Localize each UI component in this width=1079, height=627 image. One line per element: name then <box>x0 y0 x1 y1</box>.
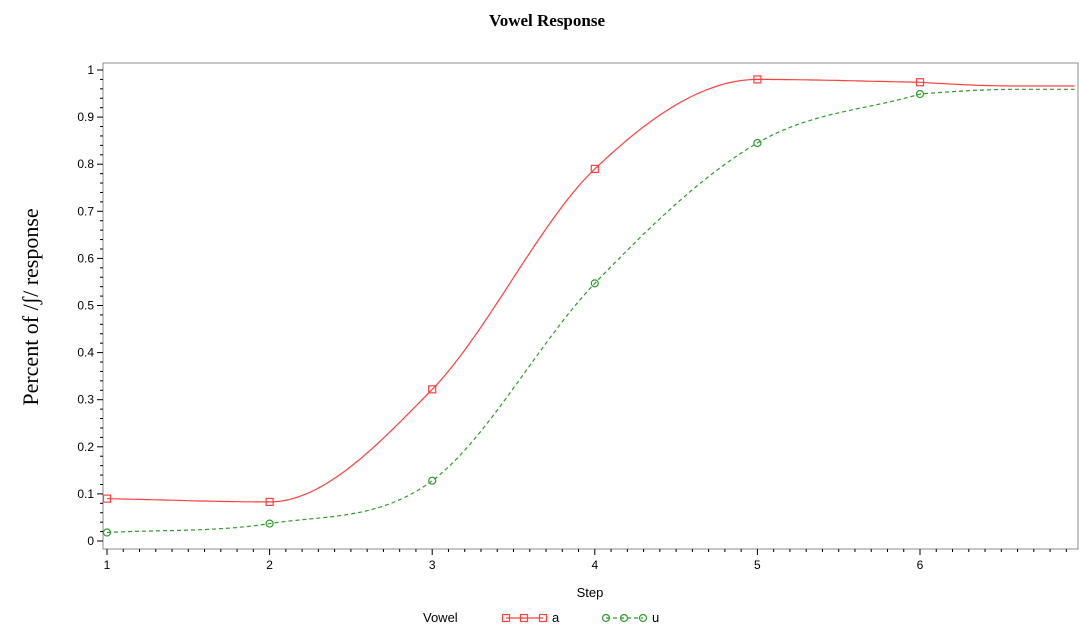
data-point-a <box>428 385 437 394</box>
legend-label: u <box>652 610 659 625</box>
x-tick-label: 4 <box>591 558 598 572</box>
y-tick-label: 0.7 <box>77 204 94 218</box>
series-line-a <box>106 78 1075 503</box>
legend-marker <box>619 613 629 623</box>
x-tick-label: 2 <box>266 558 273 572</box>
y-axis: 0 0.1 0.2 0.3 0.4 0.5 0.6 0.7 0.8 0.9 1 <box>77 63 103 548</box>
legend-entry-u: u <box>601 610 659 625</box>
data-point-u <box>753 138 762 148</box>
series-line-u <box>106 88 1075 534</box>
x-tick-label: 5 <box>754 558 761 572</box>
x-tick-label: 1 <box>104 558 111 572</box>
x-tick-label: 3 <box>429 558 436 572</box>
y-tick-label: 0.4 <box>77 346 94 360</box>
x-axis-label: Step <box>577 585 604 600</box>
legend-label: a <box>552 610 560 625</box>
y-tick-label: 0.2 <box>77 440 94 454</box>
data-point-u <box>265 519 274 528</box>
data-point-a <box>265 497 274 507</box>
y-axis-label: Percent of /ʃ/ response <box>18 208 43 405</box>
legend-marker <box>601 613 611 623</box>
y-tick-label: 0.8 <box>77 157 94 171</box>
plot-area-border <box>102 62 1079 550</box>
legend-title: Vowel <box>423 610 458 625</box>
plot-frame <box>102 62 1079 550</box>
data-point-a <box>753 75 762 84</box>
data-point-u <box>102 528 112 537</box>
legend-marker <box>538 613 548 623</box>
data-point-u <box>915 89 925 99</box>
y-tick-label: 0.1 <box>77 487 94 501</box>
series-layer <box>102 75 1075 537</box>
legend-marker <box>501 613 511 623</box>
data-point-u <box>590 279 599 288</box>
data-point-u <box>428 476 437 485</box>
legend: Vowel a u <box>423 610 659 625</box>
y-tick-label: 0 <box>87 534 94 548</box>
legend-entry-a: a <box>501 610 560 625</box>
y-tick-label: 1 <box>87 63 94 77</box>
x-tick-label: 6 <box>917 558 924 572</box>
y-tick-label: 0.6 <box>77 251 94 265</box>
y-tick-label: 0.9 <box>77 110 94 124</box>
data-point-a <box>590 164 599 174</box>
x-axis: 1 2 3 4 5 6 <box>104 549 1067 572</box>
data-point-a <box>102 494 112 503</box>
y-tick-label: 0.5 <box>77 299 94 313</box>
y-tick-label: 0.3 <box>77 393 94 407</box>
legend-marker <box>519 613 529 623</box>
chart-title: Vowel Response <box>489 11 605 30</box>
data-point-a <box>915 78 925 87</box>
legend-marker <box>638 613 648 623</box>
